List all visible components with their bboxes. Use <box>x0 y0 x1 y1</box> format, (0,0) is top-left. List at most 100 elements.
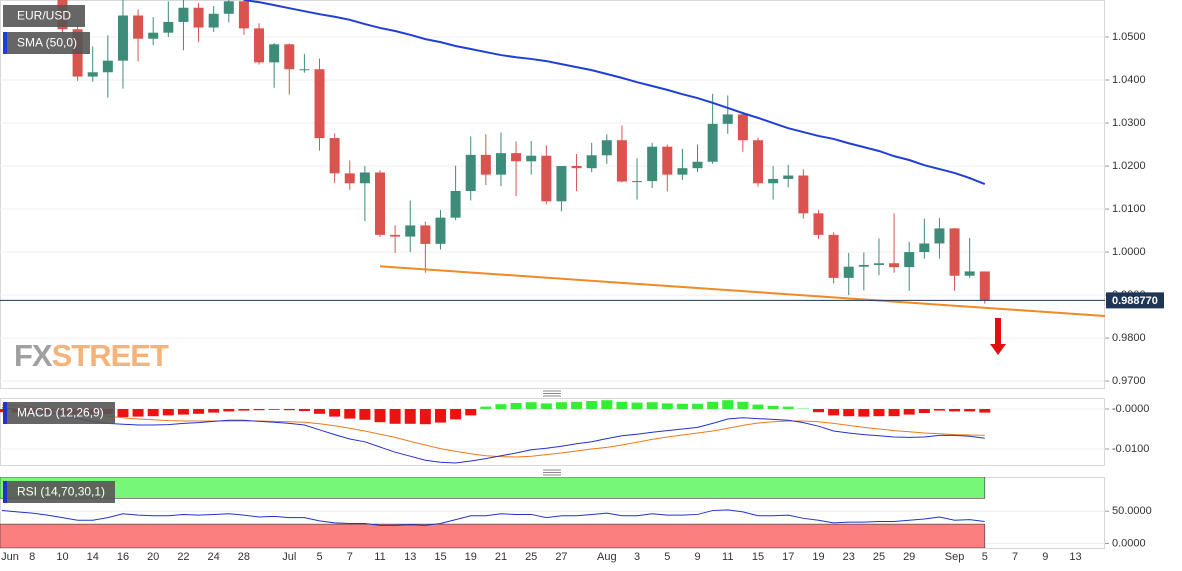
candle-body <box>495 153 506 175</box>
legend-swatch <box>3 481 7 503</box>
last-price-label: 0.988770 <box>1112 295 1158 307</box>
candle-body <box>934 228 945 244</box>
macd-histogram-bar <box>661 403 673 409</box>
macd-histogram-bar <box>434 409 446 423</box>
candle-body <box>148 32 159 39</box>
x-tick-label: 28 <box>238 551 250 563</box>
macd-histogram-bar <box>208 409 220 413</box>
y-tick-label: 1.0400 <box>1112 74 1146 86</box>
legend-macd: MACD (12,26,9) <box>3 402 115 424</box>
axes: 0.97000.98000.99001.00001.01001.02001.03… <box>1 31 1164 563</box>
y-tick-label: -0.0000 <box>1112 403 1149 415</box>
x-tick-label: 15 <box>752 551 764 563</box>
x-tick-label: Jul <box>282 551 296 563</box>
candle-body <box>601 140 612 156</box>
candle-body <box>783 175 794 179</box>
candle-body <box>390 234 401 237</box>
macd-histogram-bar <box>465 409 477 416</box>
x-tick-label: 23 <box>843 551 855 563</box>
candle-body <box>511 153 522 162</box>
x-tick-label: 5 <box>982 551 988 563</box>
candle-body <box>753 140 763 184</box>
pane-handle[interactable] <box>543 390 561 476</box>
x-tick-label: 7 <box>347 551 353 563</box>
candle-body <box>102 60 113 73</box>
candle-body <box>904 252 915 268</box>
y-tick-label: 50.0000 <box>1112 505 1152 517</box>
macd-histogram-bar <box>374 409 386 423</box>
macd-histogram-bar <box>601 400 613 409</box>
rsi-line <box>1 509 985 526</box>
legend-sma: SMA (50,0) <box>3 32 90 54</box>
candle-body <box>571 166 582 169</box>
legend-label: SMA (50,0) <box>17 36 77 50</box>
candle-body <box>964 271 975 276</box>
x-tick-label: 15 <box>434 551 446 563</box>
legend-box <box>3 402 115 424</box>
candle-body <box>813 213 824 235</box>
macd-histogram-bar <box>359 409 371 420</box>
y-tick-label: 0.9700 <box>1112 375 1146 387</box>
macd-histogram-bar <box>223 409 235 412</box>
x-tick-label: 25 <box>873 551 885 563</box>
rsi-plot <box>0 477 986 548</box>
x-tick-label: 17 <box>782 551 794 563</box>
macd-pane <box>0 398 1105 466</box>
x-tick-label: 16 <box>117 551 129 563</box>
candle-body <box>843 266 854 278</box>
candle-body <box>541 155 552 202</box>
candle-body <box>344 173 355 184</box>
macd-histogram-bar <box>510 403 522 409</box>
x-tick-label: 27 <box>555 551 567 563</box>
x-tick-label: 19 <box>465 551 477 563</box>
x-tick-label: 10 <box>56 551 68 563</box>
legend-swatch <box>3 32 7 54</box>
candle-body <box>707 123 718 162</box>
candle-body <box>87 72 98 77</box>
price-pane <box>0 0 1105 389</box>
y-tick-label: -0.0100 <box>1112 443 1149 455</box>
macd-histogram-bar <box>193 409 205 414</box>
down-arrow <box>990 318 1006 355</box>
macd-histogram-bar <box>616 401 628 409</box>
macd-plot <box>0 400 991 464</box>
macd-histogram-bar <box>903 409 915 415</box>
macd-histogram-bar <box>646 402 658 409</box>
macd-histogram-bar <box>782 406 794 409</box>
x-tick-label: Aug <box>597 551 617 563</box>
macd-histogram-bar <box>586 401 598 409</box>
macd-histogram-bar <box>797 408 809 410</box>
x-tick-label: 19 <box>812 551 824 563</box>
candle-body <box>299 69 310 71</box>
candle-body <box>359 172 370 184</box>
macd-histogram-bar <box>843 409 855 417</box>
macd-histogram-bar <box>525 402 537 409</box>
candle-body <box>949 228 960 276</box>
candle-body <box>420 225 431 244</box>
candle-body <box>465 154 476 191</box>
x-tick-label: 3 <box>634 551 640 563</box>
macd-histogram-bar <box>949 409 961 412</box>
macd-histogram-bar <box>314 409 326 414</box>
candle-body <box>223 1 234 14</box>
macd-histogram-bar <box>147 409 159 417</box>
sma-line <box>243 0 986 186</box>
macd-histogram-bar <box>555 402 567 409</box>
oversold-band <box>0 523 986 548</box>
candle-body <box>858 264 869 267</box>
candle-body <box>889 263 900 268</box>
macd-histogram-bar <box>162 409 174 416</box>
legend-label: RSI (14,70,30,1) <box>17 485 105 499</box>
candle-body <box>178 7 189 22</box>
candle-body <box>193 7 204 28</box>
candle-body <box>556 166 567 202</box>
candle-body <box>254 28 265 63</box>
macd-histogram-bar <box>132 409 144 417</box>
watermark-fx: FX <box>14 338 53 373</box>
candle-body <box>979 271 990 301</box>
macd-histogram-bar <box>933 409 945 411</box>
candle-body <box>405 225 416 237</box>
candle-body <box>163 21 174 33</box>
candle-body <box>616 140 627 182</box>
legend-label: MACD (12,26,9) <box>17 406 104 420</box>
